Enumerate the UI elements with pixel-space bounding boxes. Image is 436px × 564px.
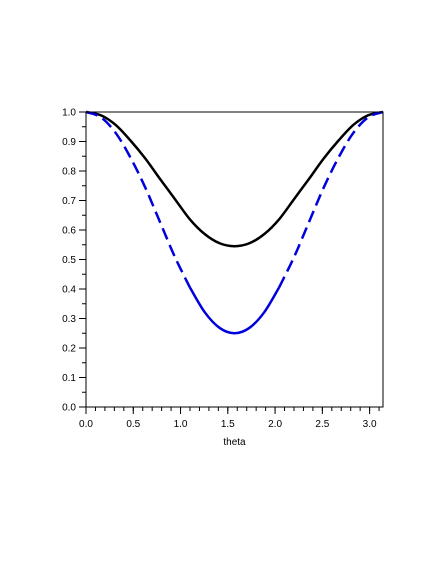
y-tick-label: 1.0: [62, 108, 76, 119]
y-axis: 0.0 0.1 0.2 0.3 0.4 0.5 0.6 0.7 0.8 0.9 1.0: [62, 108, 86, 414]
y-tick-label: 0.8: [62, 167, 76, 178]
x-tick-label: 0.0: [79, 419, 93, 430]
series-line: [85, 110, 384, 248]
x-axis-label: theta: [223, 437, 246, 448]
plot-frame: [85, 111, 384, 408]
x-tick-label: 1.5: [221, 419, 235, 430]
series-2: [85, 110, 384, 335]
x-tick-label: 1.0: [174, 419, 188, 430]
x-tick-label: 3.0: [363, 419, 377, 430]
y-tick-label: 0.3: [62, 314, 76, 325]
x-tick-label: 2.5: [315, 419, 329, 430]
x-tick-label: 2.0: [268, 419, 282, 430]
y-tick-label: 0.1: [62, 373, 76, 384]
y-tick-label: 0.7: [62, 196, 76, 207]
y-tick-label: 0.4: [62, 285, 76, 296]
y-tick-label: 0.0: [62, 403, 76, 414]
series-1: [85, 110, 384, 248]
series-line-dashed-left: [85, 110, 192, 289]
y-tick-label: 0.9: [62, 137, 76, 148]
y-tick-label: 0.5: [62, 255, 76, 266]
series-line-dashed-right: [277, 110, 384, 289]
plot-area: [85, 110, 384, 335]
x-tick-label: 0.5: [126, 419, 140, 430]
series-line-solid-middle: [188, 286, 281, 335]
y-tick-label: 0.6: [62, 226, 76, 237]
y-tick-label: 0.2: [62, 344, 76, 355]
x-axis: 0.0 0.5 1.0 1.5 2.0 2.5 3.0: [79, 407, 380, 430]
